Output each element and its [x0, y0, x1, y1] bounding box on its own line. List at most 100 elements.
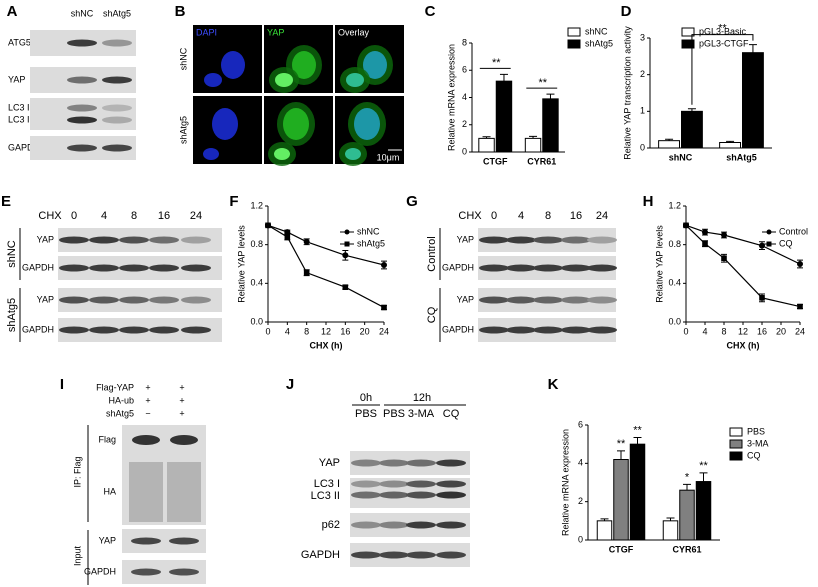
point — [683, 222, 689, 229]
x-tick-label: 12 — [321, 326, 331, 336]
point — [797, 261, 803, 267]
lane-label: 8 — [545, 210, 551, 222]
significance-label: ** — [633, 424, 642, 436]
band — [89, 296, 119, 304]
point — [381, 304, 387, 311]
band — [587, 236, 617, 244]
row-label: HA — [103, 486, 116, 496]
bar — [629, 443, 646, 541]
band — [131, 537, 161, 545]
bar — [662, 520, 679, 541]
x-tick-label: 0 — [683, 326, 688, 336]
lane-label: 24 — [596, 210, 608, 222]
condition-label: HA-ub — [108, 395, 134, 405]
y-tick-label: 1.2 — [250, 200, 263, 210]
y-tick-label: 1 — [640, 106, 645, 116]
y-tick-label: 0.8 — [250, 239, 263, 249]
bar — [478, 137, 495, 153]
point — [797, 303, 803, 310]
x-tick-label: 8 — [721, 326, 726, 336]
band — [67, 144, 97, 152]
band — [67, 76, 97, 84]
row-label: GAPDH — [22, 262, 54, 272]
x-tick-label: 24 — [795, 326, 805, 336]
band — [149, 236, 179, 244]
point — [342, 284, 349, 290]
band — [149, 326, 179, 334]
band — [379, 491, 409, 499]
row-label: LC3 II — [311, 490, 340, 502]
lane-label: 0 — [491, 210, 497, 222]
legend-label: pGL3-Basic — [699, 26, 747, 36]
lane-label: CQ — [443, 408, 460, 420]
legend-label: CQ — [747, 450, 761, 460]
group-label: Input — [72, 545, 82, 566]
x-tick-label: 16 — [340, 326, 350, 336]
row-label: YAP — [37, 234, 54, 244]
group-label: shNC — [6, 240, 18, 268]
panel-letter: J — [286, 376, 294, 393]
row-label: YAP — [319, 457, 340, 469]
legend-label: 3-MA — [747, 438, 769, 448]
band — [479, 296, 509, 304]
panel-letter: A — [7, 3, 18, 20]
lane-label: PBS — [383, 408, 405, 420]
band — [181, 264, 211, 272]
lane-label: 16 — [158, 210, 170, 222]
y-tick-label: 0.4 — [668, 278, 681, 288]
band — [102, 76, 132, 84]
band — [170, 435, 198, 445]
band — [533, 264, 563, 272]
band — [59, 326, 89, 334]
y-tick-label: 0 — [462, 146, 467, 156]
band — [506, 236, 536, 244]
comparison-bracket — [691, 34, 754, 105]
row-label: LC3 II — [8, 114, 32, 124]
lane-label: 0 — [71, 210, 77, 222]
band — [59, 264, 89, 272]
x-tick-label: CTGF — [483, 156, 508, 166]
timepoint-label: 12h — [413, 392, 431, 404]
row-label: YAP — [37, 294, 54, 304]
row-label: LC3 I — [8, 102, 30, 112]
legend-swatch — [681, 39, 695, 49]
error-bar — [482, 136, 491, 139]
legend-swatch — [729, 439, 743, 449]
panel-letter: C — [425, 3, 436, 20]
panel-letter: E — [1, 193, 11, 210]
channel-label: YAP — [267, 27, 284, 37]
band — [67, 104, 97, 112]
nucleus — [346, 73, 364, 87]
legend-label: Control — [779, 226, 808, 236]
row-label: GAPDH — [442, 324, 474, 334]
error-bar — [499, 73, 508, 82]
nucleus — [292, 51, 316, 79]
y-tick-label: 4 — [462, 92, 467, 102]
band — [406, 480, 436, 488]
band — [351, 480, 381, 488]
lane-label: shAtg5 — [103, 8, 131, 18]
condition-value: + — [179, 408, 184, 418]
error-bar — [600, 518, 609, 521]
legend-label: shNC — [585, 26, 608, 36]
band — [561, 296, 591, 304]
band — [506, 296, 536, 304]
lane-label: 16 — [570, 210, 582, 222]
bar — [719, 142, 741, 149]
band — [351, 491, 381, 499]
y-tick-label: 6 — [578, 419, 583, 429]
smear — [129, 462, 163, 522]
band — [406, 521, 436, 529]
group-label: IP: Flag — [72, 456, 82, 487]
band — [479, 236, 509, 244]
band — [149, 264, 179, 272]
y-tick-label: 0.4 — [250, 278, 263, 288]
condition-value: + — [145, 382, 150, 392]
error-bar — [687, 108, 696, 112]
panel-letter: D — [621, 3, 632, 20]
band — [119, 296, 149, 304]
x-tick-label: shAtg5 — [726, 152, 757, 162]
panel-letter: I — [60, 376, 64, 393]
bar — [524, 137, 542, 153]
significance-label: ** — [718, 23, 727, 35]
